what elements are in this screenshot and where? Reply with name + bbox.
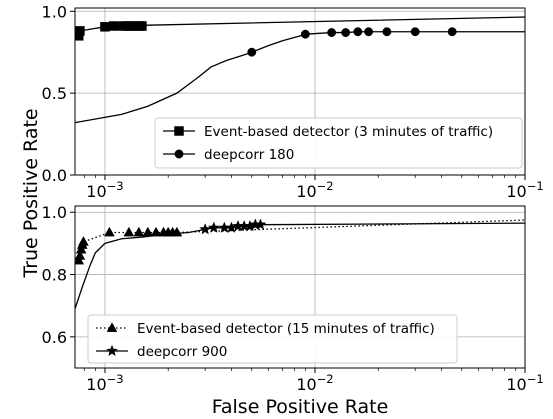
legend: Event-based detector (15 minutes of traf…: [87, 314, 458, 364]
series-line: [75, 31, 525, 124]
axes-frame: [74, 7, 526, 176]
data-point: [207, 221, 220, 233]
x-tick-label: 10−2: [296, 372, 333, 394]
x-tick-label: 10−3: [86, 179, 123, 201]
data-point: [364, 27, 374, 37]
data-point: [75, 254, 85, 265]
legend-marker: [174, 126, 184, 136]
legend-box: [87, 314, 458, 364]
data-point: [199, 223, 212, 235]
y-tick-label: 0.5: [42, 84, 67, 103]
legend-label: deepcorr 900: [137, 344, 227, 360]
series-2: [75, 218, 525, 310]
legend: Event-based detector (3 minutes of traff…: [154, 117, 523, 169]
subplot-2: 10−3 10−2 10−1 0.6 0.8 1.0 Event-based detecto…: [42, 203, 544, 394]
series-1: [75, 16, 525, 41]
data-point: [327, 28, 337, 38]
data-point: [300, 29, 310, 39]
data-point: [108, 21, 119, 31]
series-1: [75, 219, 525, 265]
data-point: [75, 243, 87, 254]
data-point: [447, 27, 457, 37]
y-tick-label: 0.0: [42, 166, 67, 185]
legend-marker: [174, 149, 184, 159]
subplot-1: 10−3 10−2 10−1 0.0 0.5 1.0 Event-based detecto…: [42, 2, 544, 201]
data-point: [254, 218, 267, 230]
data-point: [78, 236, 89, 246]
y-tick-label: 1.0: [42, 2, 67, 21]
legend-label: deepcorr 180: [204, 147, 294, 163]
data-point: [75, 26, 85, 36]
legend-label: Event-based detector (3 minutes of traff…: [204, 124, 493, 140]
axes-frame: [74, 205, 526, 369]
legend-label: Event-based detector (15 minutes of traf…: [137, 321, 435, 337]
y-tick-label: 0.8: [42, 266, 67, 285]
data-point: [142, 226, 154, 237]
data-point: [353, 27, 363, 37]
y-tick-label: 1.0: [42, 203, 67, 222]
data-point: [382, 27, 392, 37]
data-point: [341, 28, 351, 38]
y-axis-label: True Positive Rate: [20, 108, 42, 278]
data-point: [247, 47, 257, 57]
x-tick-label: 10−2: [296, 179, 333, 201]
x-tick-label: 10−1: [506, 372, 543, 394]
legend-marker: [106, 322, 118, 332]
data-point: [75, 250, 86, 260]
data-point: [410, 27, 420, 37]
x-tick-label: 10−1: [506, 179, 543, 201]
x-axis-label: False Positive Rate: [212, 396, 389, 418]
data-point: [100, 22, 110, 32]
legend-box: [154, 117, 523, 169]
series-2: [75, 27, 525, 124]
data-point: [123, 226, 135, 237]
data-point: [133, 226, 145, 237]
data-point: [137, 21, 147, 31]
data-point: [104, 226, 115, 237]
series-line: [78, 219, 525, 261]
x-tick-label: 10−3: [86, 372, 123, 394]
legend-marker: [106, 344, 118, 357]
y-tick-label: 0.6: [42, 328, 67, 347]
